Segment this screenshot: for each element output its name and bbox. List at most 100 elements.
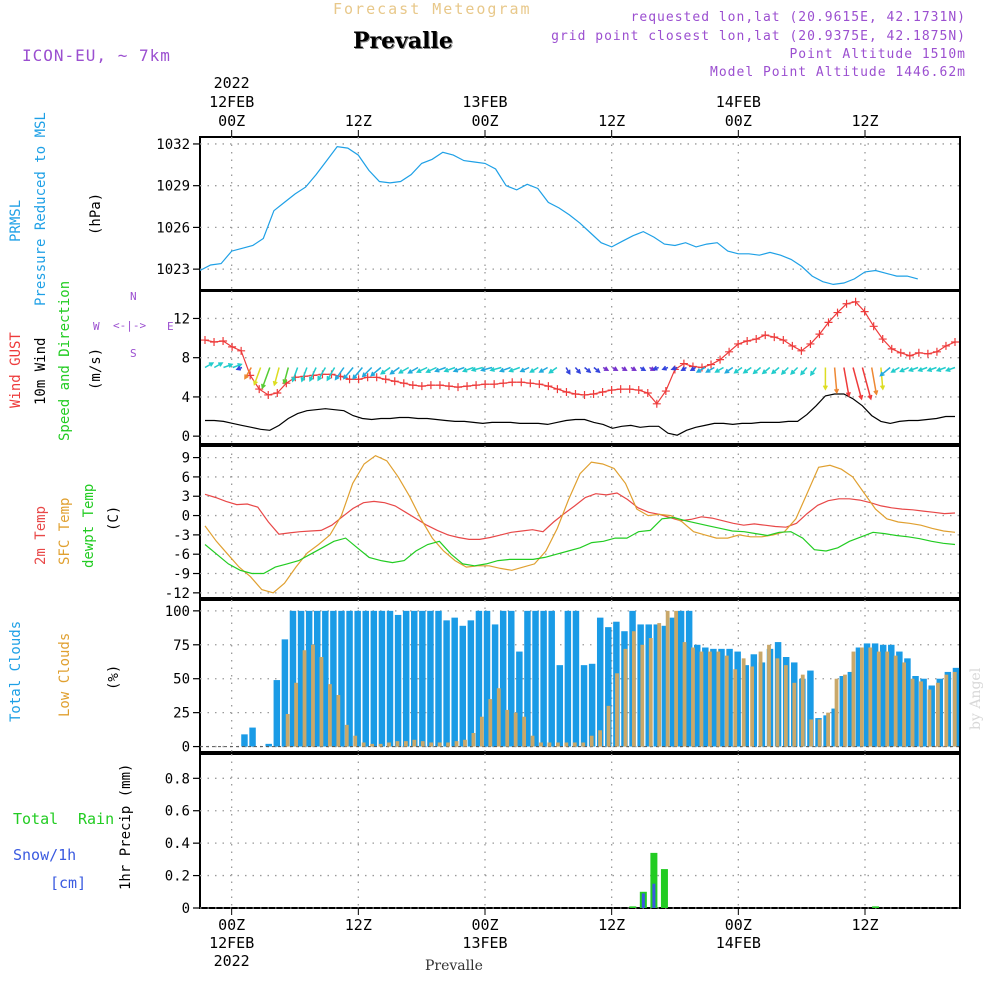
gust-point-17: [354, 375, 363, 384]
gust-point-77: [896, 348, 905, 357]
total-cloud-bar-9: [273, 680, 281, 747]
ytick-label-pressure-2: 1029: [156, 179, 190, 195]
total-cloud-bar-81: [855, 647, 863, 747]
total-cloud-bar-34: [475, 610, 483, 747]
ytick-label-precip-2: 0.4: [165, 836, 190, 852]
wind-arrow-12: [309, 367, 317, 383]
top-time-label-4-0: 14FEB: [716, 93, 761, 111]
grid-point-coords: grid point closest lon,lat (20.9375E, 42…: [551, 29, 966, 44]
wind-arrow-14: [326, 367, 336, 382]
total-cloud-bar-65: [726, 648, 733, 747]
wind-arrow-5: [244, 367, 252, 380]
gust-point-34: [508, 378, 517, 387]
wind-arrow-23: [407, 366, 419, 374]
low-cloud-bar-24: [403, 741, 408, 747]
low-cloud-bar-58: [691, 647, 695, 747]
gust-point-43: [589, 389, 598, 398]
total-cloud-bar-24: [394, 614, 402, 747]
low-cloud-bar-79: [868, 647, 873, 747]
wind-arrow-52: [680, 366, 687, 371]
low-cloud-bar-86: [927, 689, 932, 747]
total-cloud-bar-89: [920, 678, 927, 747]
low-cloud-bar-70: [792, 682, 797, 747]
gust-point-19: [372, 373, 381, 382]
panel-frame-temp: [199, 445, 961, 599]
wind-arrow-77: [908, 366, 919, 372]
low-cloud-bar-43: [564, 742, 569, 747]
wind-arrow-73: [879, 367, 886, 391]
total-cloud-bar-80: [847, 671, 855, 747]
low-cloud-bar-59: [699, 651, 704, 747]
compass-arrows: <-|->: [113, 319, 147, 332]
total-cloud-bar-63: [710, 648, 717, 747]
gust-point-48: [634, 386, 643, 395]
gust-point-58: [725, 347, 734, 356]
gust-point-51: [661, 387, 670, 396]
total-cloud-bar-45: [564, 610, 572, 747]
gust-point-23: [408, 381, 417, 390]
gust-point-18: [363, 373, 372, 382]
ytick-label-wind-3: 12: [173, 311, 190, 327]
low-cloud-bar-16: [336, 695, 341, 747]
wind-arrow-9: [282, 367, 290, 385]
rain-bar-3: [660, 869, 668, 908]
series-sfc: [204, 455, 956, 594]
low-cloud-bar-25: [412, 739, 417, 747]
gust-point-47: [625, 385, 634, 394]
gust-point-60: [743, 337, 752, 346]
low-cloud-bar-67: [767, 644, 771, 747]
gust-point-69: [824, 318, 833, 327]
low-cloud-bar-72: [809, 719, 814, 747]
compass-n: N: [130, 290, 137, 303]
wind-arrow-7: [261, 367, 271, 390]
total-cloud-bar-38: [508, 610, 515, 747]
wind-arrow-15: [334, 367, 345, 381]
bottom-time-label-0-2: 2022: [214, 952, 250, 970]
gust-point-4: [237, 346, 246, 355]
rain-bar-2: [650, 852, 658, 908]
bottom-time-label-4-0: 00Z: [725, 916, 752, 934]
gust-point-7: [264, 390, 273, 399]
gust-point-31: [481, 380, 490, 389]
gust-point-20: [381, 375, 390, 384]
wind-arrow-76: [899, 366, 910, 373]
ytick-label-clouds-1: 25: [173, 706, 190, 722]
gust-point-83: [951, 338, 959, 346]
low-cloud-bar-12: [302, 650, 307, 747]
wind-arrow-75: [890, 366, 900, 373]
gust-point-21: [390, 377, 399, 386]
low-cloud-bar-23: [395, 741, 400, 747]
gust-point-65: [788, 341, 797, 350]
panel-frame-wind: [199, 290, 961, 445]
wind-arrow-29: [461, 366, 474, 373]
low-cloud-bar-42: [555, 742, 560, 747]
wind-arrow-16: [342, 367, 354, 380]
low-cloud-bar-89: [952, 671, 957, 747]
wind-arrow-41: [584, 366, 592, 374]
series-dew: [204, 516, 956, 575]
gust-point-78: [905, 351, 914, 360]
total-cloud-bar-47: [580, 665, 588, 747]
wind-arrow-28: [452, 366, 465, 373]
low-cloud-bar-37: [513, 712, 518, 747]
ytick-label-precip-3: 0.6: [165, 804, 190, 820]
total-cloud-bar-18: [346, 610, 353, 747]
legend-snow-unit: [cm]: [50, 874, 87, 892]
low-cloud-bar-14: [319, 657, 324, 747]
series-wind10: [205, 393, 955, 436]
total-cloud-bar-67: [742, 665, 749, 747]
gust-point-45: [607, 386, 616, 395]
low-cloud-bar-61: [716, 651, 721, 747]
low-cloud-bar-31: [463, 739, 467, 747]
low-cloud-bar-21: [378, 743, 383, 747]
low-cloud-bar-66: [758, 651, 763, 747]
compass-w: W: [93, 320, 100, 333]
gust-point-0: [201, 336, 209, 345]
low-cloud-bar-30: [454, 741, 459, 747]
low-cloud-bar-40: [539, 742, 543, 747]
total-cloud-bar-27: [419, 610, 426, 747]
gust-point-28: [454, 383, 463, 392]
wind-arrow-81: [945, 366, 956, 372]
low-cloud-bar-50: [623, 648, 628, 747]
